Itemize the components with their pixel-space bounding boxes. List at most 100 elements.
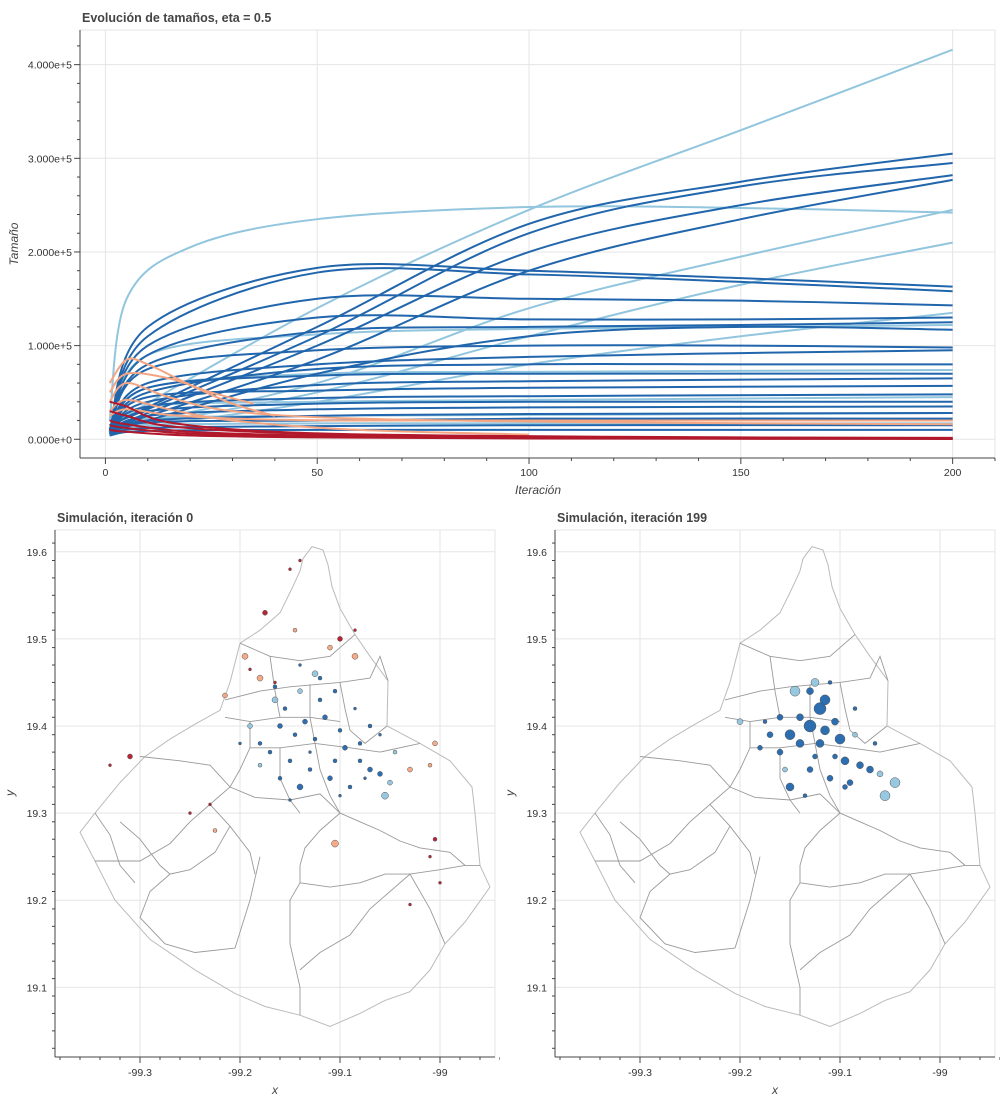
y-axis-label: y <box>3 789 17 797</box>
point <box>776 748 784 756</box>
borough-boundary <box>639 873 736 953</box>
point <box>357 741 363 746</box>
point <box>273 680 277 685</box>
series-line <box>108 357 276 417</box>
series-line <box>108 372 254 405</box>
series-line <box>109 408 953 422</box>
point <box>392 749 398 755</box>
point <box>277 723 283 729</box>
borough-boundary <box>779 747 801 814</box>
point <box>108 763 112 767</box>
point <box>407 766 413 773</box>
point <box>292 627 298 633</box>
axes: -99.3 -99.2 -99.1 -99 19.1 19.2 19.3 19.4 19.5 19… <box>527 530 1000 1079</box>
points-group <box>108 558 442 907</box>
point <box>271 696 279 704</box>
series-line <box>108 398 530 436</box>
point <box>367 766 373 773</box>
point <box>332 758 338 764</box>
point <box>256 674 264 682</box>
borough-boundary <box>269 656 281 718</box>
series-line <box>109 48 953 427</box>
point <box>796 713 804 722</box>
borough-boundary <box>314 743 341 814</box>
borough-boundary <box>369 655 389 681</box>
point <box>813 702 827 715</box>
borough-boundary <box>595 756 731 862</box>
point <box>353 706 357 711</box>
point <box>381 791 389 800</box>
line-chart-panel: Evolución de tamaños, eta = 0.5 0 50 100 15… <box>0 0 1000 500</box>
point <box>856 761 864 769</box>
borough-boundary <box>869 655 889 681</box>
point <box>802 793 808 798</box>
point <box>331 839 339 848</box>
y-tick-label: 19.2 <box>527 895 548 907</box>
point <box>766 731 774 738</box>
line-chart: Evolución de tamaños, eta = 0.5 0 50 100 15… <box>7 11 996 497</box>
y-tick-label: 19.1 <box>27 982 48 994</box>
borough-boundary <box>309 684 316 744</box>
borough-boundary <box>289 882 301 1016</box>
point <box>247 723 253 729</box>
grid <box>55 530 495 1057</box>
y-tick-label: 19.5 <box>27 634 48 646</box>
series-line <box>108 382 953 426</box>
borough-boundaries <box>579 546 991 1028</box>
y-tick-label: 19.3 <box>27 808 48 820</box>
point <box>812 753 818 760</box>
series-line <box>108 294 953 431</box>
point <box>810 678 820 687</box>
series-line <box>108 393 953 435</box>
series-line <box>109 428 953 440</box>
point <box>353 628 357 632</box>
point <box>188 811 192 815</box>
point <box>840 756 850 766</box>
x-axis-label: x <box>271 1083 279 1097</box>
y-tick-label: 19.3 <box>527 808 548 820</box>
point <box>262 610 268 616</box>
point <box>127 753 133 760</box>
y-tick-label: 19.4 <box>27 721 48 733</box>
point <box>272 684 278 690</box>
point <box>277 776 283 781</box>
point <box>322 714 328 721</box>
point <box>826 775 834 782</box>
borough-boundary <box>94 812 136 884</box>
point <box>432 836 438 842</box>
y-tick-label: 19.4 <box>527 721 548 733</box>
plot-frame <box>554 529 996 1058</box>
point <box>831 717 839 726</box>
axes: 0 50 100 150 200 0.000e+0 1.000e+5 2.000e+5 3.00… <box>28 30 996 479</box>
point <box>307 767 313 772</box>
point <box>327 644 333 651</box>
point <box>428 854 432 859</box>
grid <box>555 530 995 1057</box>
point <box>815 739 825 748</box>
x-tick-label: -99.2 <box>728 1067 752 1079</box>
borough-boundary <box>739 634 856 662</box>
series-line <box>108 267 953 431</box>
point <box>298 663 302 667</box>
y-tick-label: 19.5 <box>527 634 548 646</box>
point <box>292 732 298 737</box>
point <box>347 784 353 790</box>
point <box>287 758 293 764</box>
borough-boundary <box>839 812 980 866</box>
point <box>776 714 784 721</box>
y-tick-label: 19.1 <box>527 982 548 994</box>
chart-title: Simulación, iteración 199 <box>557 511 707 525</box>
borough-boundary <box>769 656 781 718</box>
series-line <box>109 174 953 429</box>
point <box>432 740 438 747</box>
point <box>820 725 830 736</box>
borough-boundary <box>139 873 236 953</box>
point <box>282 706 288 711</box>
borough-boundaries <box>79 546 491 1028</box>
point <box>337 728 343 733</box>
borough-boundary <box>299 864 466 888</box>
point <box>317 675 323 681</box>
point <box>842 784 848 790</box>
borough-boundary <box>789 882 801 1016</box>
borough-boundary <box>279 747 301 814</box>
